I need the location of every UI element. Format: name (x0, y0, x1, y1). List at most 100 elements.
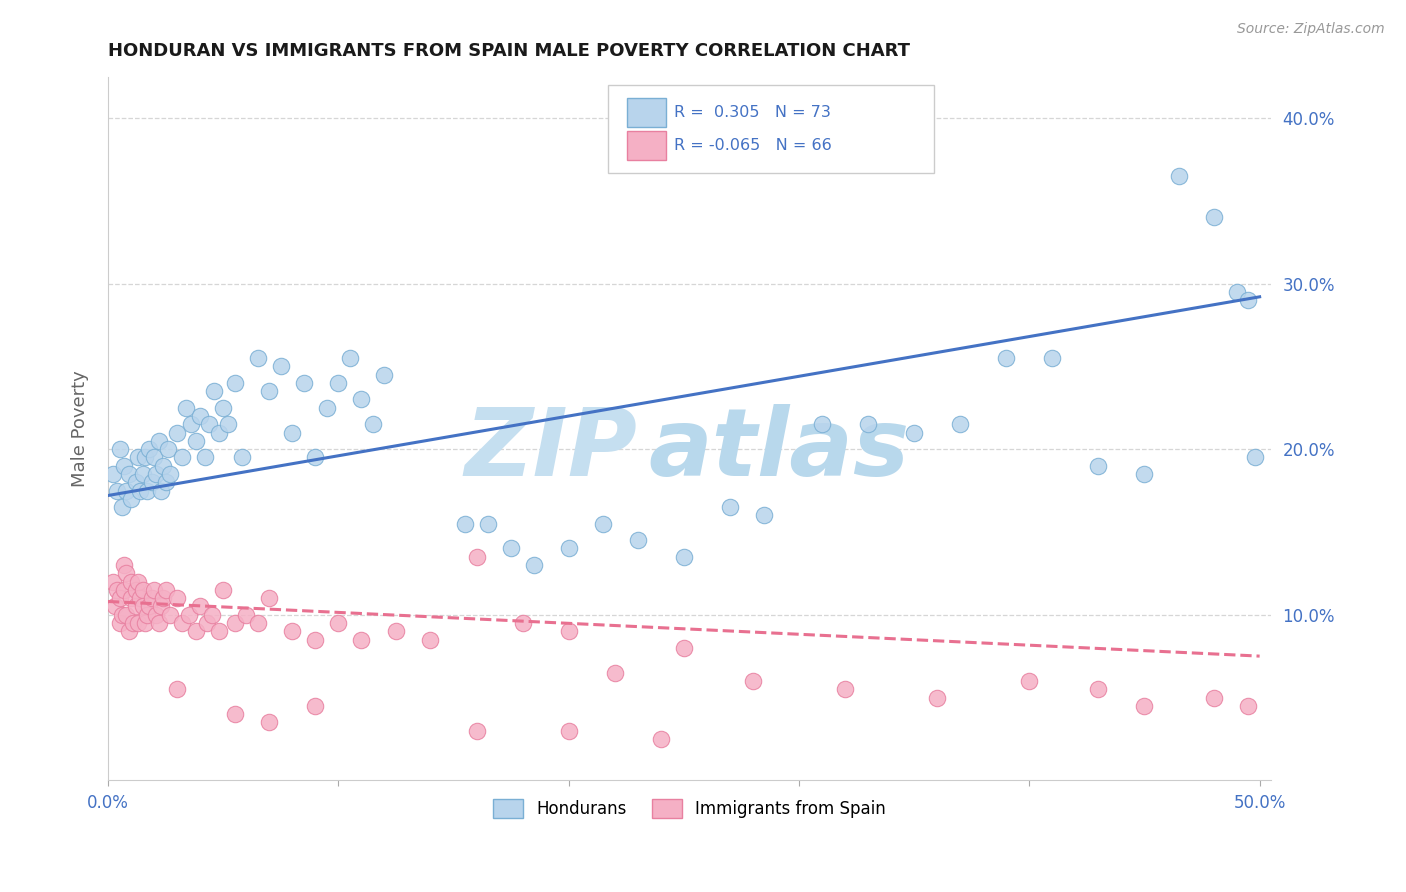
Point (152, 591, 174, 606)
Point (131, 582, 153, 597)
Point (120, 491, 142, 506)
Point (350, 632, 373, 647)
Text: R = -0.065   N = 66: R = -0.065 N = 66 (675, 138, 832, 153)
Point (856, 417, 879, 432)
Point (127, 615, 149, 630)
Point (1226, 285, 1249, 299)
Point (118, 624, 141, 639)
Point (120, 591, 142, 606)
Text: ZIP: ZIP (464, 403, 637, 496)
Point (101, 467, 124, 481)
Point (1237, 293, 1260, 307)
Point (131, 467, 153, 481)
Point (149, 483, 172, 498)
Point (136, 607, 159, 622)
Point (124, 582, 146, 597)
Point (143, 582, 166, 597)
Point (246, 351, 269, 365)
Point (304, 632, 326, 647)
Point (350, 392, 373, 407)
Point (257, 384, 280, 399)
Point (212, 401, 235, 415)
Point (201, 607, 224, 622)
Point (718, 500, 741, 514)
Point (235, 607, 257, 622)
Point (650, 731, 672, 746)
Point (156, 442, 179, 457)
FancyBboxPatch shape (609, 85, 934, 173)
Point (152, 458, 174, 473)
Point (1133, 467, 1156, 481)
Point (111, 500, 134, 514)
Point (231, 450, 253, 465)
Point (419, 632, 441, 647)
Point (112, 558, 135, 572)
Point (127, 450, 149, 465)
Point (557, 723, 579, 738)
Point (224, 376, 246, 390)
Point (927, 690, 949, 705)
Point (166, 682, 188, 697)
Point (177, 607, 200, 622)
Point (120, 574, 142, 589)
Point (145, 467, 167, 481)
Point (149, 599, 172, 614)
Point (1202, 211, 1225, 225)
Point (184, 434, 207, 448)
Point (257, 591, 280, 606)
Text: Source: ZipAtlas.com: Source: ZipAtlas.com (1237, 22, 1385, 37)
Point (270, 359, 292, 374)
Point (1168, 169, 1191, 183)
Point (949, 417, 972, 432)
Point (627, 533, 650, 548)
Point (108, 591, 131, 606)
Point (101, 574, 124, 589)
Point (180, 417, 202, 432)
Point (315, 401, 337, 415)
Y-axis label: Male Poverty: Male Poverty (72, 370, 89, 487)
Point (592, 516, 614, 531)
Point (134, 450, 156, 465)
Point (995, 351, 1018, 365)
FancyBboxPatch shape (627, 98, 666, 128)
Point (1237, 698, 1260, 713)
Point (304, 450, 326, 465)
Legend: Hondurans, Immigrants from Spain: Hondurans, Immigrants from Spain (486, 792, 893, 825)
Point (112, 458, 135, 473)
Point (1087, 458, 1109, 473)
Point (1040, 351, 1063, 365)
Text: HONDURAN VS IMMIGRANTS FROM SPAIN MALE POVERTY CORRELATION CHART: HONDURAN VS IMMIGRANTS FROM SPAIN MALE P… (108, 42, 910, 60)
Point (111, 607, 134, 622)
Point (115, 607, 138, 622)
Point (108, 442, 131, 457)
Point (115, 483, 138, 498)
Point (224, 707, 246, 722)
Point (1202, 690, 1225, 705)
Point (328, 376, 350, 390)
Point (148, 615, 170, 630)
Point (138, 599, 160, 614)
Point (170, 450, 193, 465)
Point (523, 558, 546, 572)
Point (741, 673, 763, 688)
Point (115, 566, 138, 581)
Point (207, 425, 229, 440)
Point (108, 615, 131, 630)
Point (477, 516, 499, 531)
Point (246, 615, 269, 630)
Point (112, 582, 135, 597)
Point (202, 384, 225, 399)
Point (166, 591, 188, 606)
Point (499, 541, 522, 556)
Point (129, 591, 152, 606)
Point (148, 434, 170, 448)
Point (212, 582, 235, 597)
Point (811, 417, 834, 432)
Point (138, 442, 160, 457)
Point (217, 417, 239, 432)
Point (465, 723, 488, 738)
Point (131, 599, 153, 614)
Point (118, 467, 141, 481)
FancyBboxPatch shape (627, 131, 666, 161)
Point (136, 483, 159, 498)
